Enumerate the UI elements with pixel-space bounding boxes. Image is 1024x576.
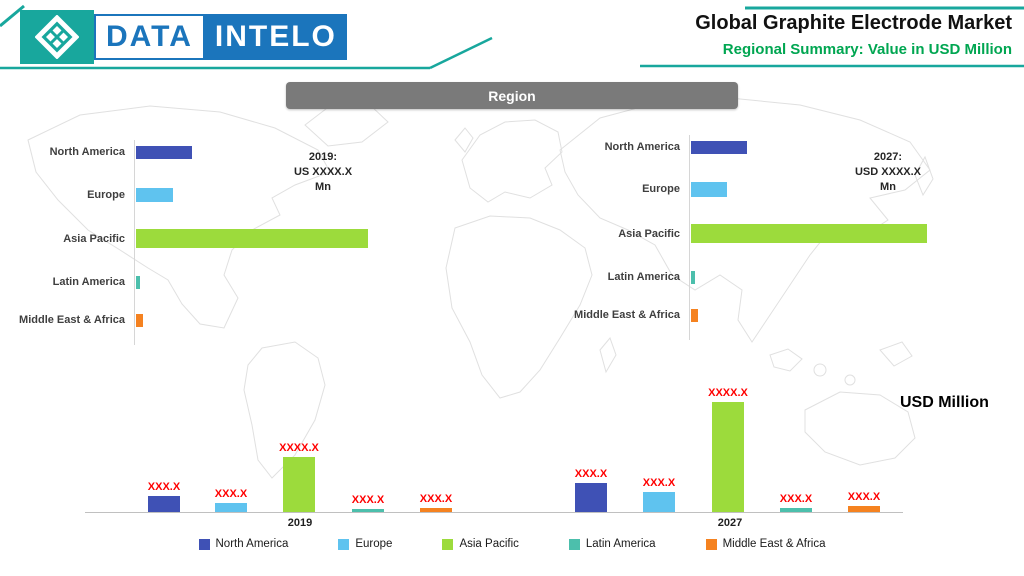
legend-label-asia-pacific: Asia Pacific (459, 538, 519, 550)
logo-diamond-icon (20, 10, 94, 64)
hbar-label-latin-america-2027: Latin America (607, 271, 680, 283)
logo-text-data: DATA (94, 14, 205, 60)
legend-swatch-asia-pacific (442, 538, 454, 550)
legend-swatch-middle-east-africa (705, 538, 717, 550)
bottom-grouped-bar-chart: XXX.X XXX.X XXXX.X XXX.X XXX.X XXX.X XXX… (85, 380, 903, 512)
value-label-mea-2019: XXX.X (419, 493, 453, 505)
hbar-europe-2019 (136, 188, 173, 202)
page-subtitle: Regional Summary: Value in USD Million (722, 41, 1012, 58)
hbar-asia-pacific-2027 (691, 224, 927, 243)
vbar-north-america-2027: XXX.X (575, 468, 607, 512)
value-label-asia-pacific-2019: XXXX.X (279, 442, 319, 454)
hbar-label-mea-2027: Middle East & Africa (574, 309, 680, 321)
vbar-asia-pacific-2027: XXXX.X (708, 387, 748, 512)
hbar-label-mea-2019: Middle East & Africa (19, 314, 125, 326)
annotation-2019-line1: 2019: (308, 151, 338, 163)
legend-item-north-america: North America (198, 538, 289, 550)
legend-label-middle-east-africa: Middle East & Africa (722, 538, 826, 550)
vbar-north-america-2019: XXX.X (148, 481, 180, 512)
hbar-latin-america-2019 (136, 276, 140, 289)
annotation-2027-line2: USD XXXX.X (854, 166, 922, 178)
page-title: Global Graphite Electrode Market (695, 12, 1012, 34)
value-label-north-america-2019: XXX.X (147, 481, 181, 493)
legend-item-middle-east-africa: Middle East & Africa (705, 538, 826, 550)
legend-label-europe: Europe (355, 538, 393, 550)
hbar-latin-america-2027 (691, 271, 695, 284)
usd-million-label: USD Million (900, 394, 989, 411)
hbar-label-asia-pacific-2027: Asia Pacific (618, 228, 680, 240)
hbar-asia-pacific-2019 (136, 229, 368, 248)
hbar-label-europe-2027: Europe (642, 183, 680, 195)
vbar-mea-2027: XXX.X (848, 491, 880, 512)
x-axis-line (85, 512, 903, 513)
hbar-label-europe-2019: Europe (87, 189, 125, 201)
vbar-europe-2027: XXX.X (643, 477, 675, 512)
dataintelo-logo: DATA INTELO (20, 10, 347, 64)
annotation-2019-line3: Mn (315, 181, 331, 193)
vbar-asia-pacific-2019: XXXX.X (279, 442, 319, 512)
annotation-2019-line2: US XXXX.X (293, 166, 353, 178)
vbar-latin-america-2027: XXX.X (780, 493, 812, 512)
x-tick-2019: 2019 (287, 517, 313, 529)
hbar-north-america-2027 (691, 141, 747, 154)
hbar-label-north-america-2019: North America (49, 146, 125, 158)
legend-swatch-latin-america (568, 538, 580, 550)
value-label-mea-2027: XXX.X (847, 491, 881, 503)
legend-label-north-america: North America (215, 538, 289, 550)
annotation-2027-line3: Mn (880, 181, 896, 193)
vbar-europe-2019: XXX.X (215, 488, 247, 512)
legend-item-europe: Europe (338, 538, 392, 550)
x-tick-2027: 2027 (717, 517, 743, 529)
vbar-mea-2019: XXX.X (420, 493, 452, 512)
hbar-mea-2027 (691, 309, 698, 322)
value-label-north-america-2027: XXX.X (574, 468, 608, 480)
vbar-latin-america-2019: XXX.X (352, 494, 384, 512)
annotation-2027: 2027: USD XXXX.X Mn (833, 150, 943, 195)
title-block: Global Graphite Electrode Market Regiona… (492, 12, 1012, 58)
legend-item-asia-pacific: Asia Pacific (442, 538, 519, 550)
value-label-latin-america-2019: XXX.X (351, 494, 385, 506)
legend-swatch-europe (338, 538, 350, 550)
axis-2027 (689, 135, 690, 340)
value-label-asia-pacific-2027: XXXX.X (708, 387, 748, 399)
hbar-mea-2019 (136, 314, 143, 327)
legend: North America Europe Asia Pacific Latin … (0, 538, 1024, 550)
legend-swatch-north-america (198, 538, 210, 550)
annotation-2019: 2019: US XXXX.X Mn (268, 150, 378, 195)
annotation-2027-line1: 2027: (873, 151, 903, 163)
value-label-latin-america-2027: XXX.X (779, 493, 813, 505)
hbar-europe-2027 (691, 182, 727, 197)
axis-2019 (134, 140, 135, 345)
legend-label-latin-america: Latin America (585, 538, 656, 550)
hbar-north-america-2019 (136, 146, 192, 159)
hbar-label-latin-america-2019: Latin America (52, 276, 125, 288)
logo-text-intelo: INTELO (204, 14, 347, 60)
region-button[interactable]: Region (286, 82, 738, 109)
hbar-label-north-america-2027: North America (604, 141, 680, 153)
hbar-label-asia-pacific-2019: Asia Pacific (63, 233, 125, 245)
legend-item-latin-america: Latin America (568, 538, 656, 550)
value-label-europe-2019: XXX.X (214, 488, 248, 500)
value-label-europe-2027: XXX.X (642, 477, 676, 489)
